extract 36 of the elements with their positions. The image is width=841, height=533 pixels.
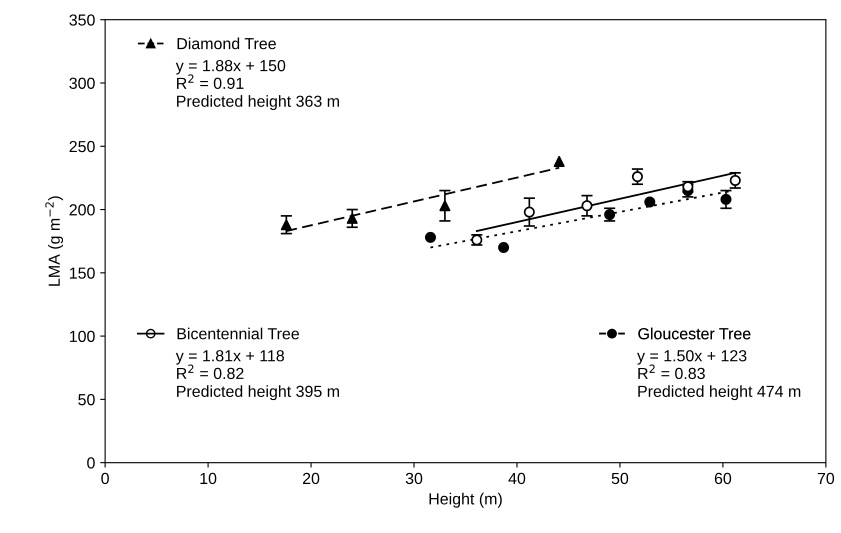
x-axis-title: Height (m) (430, 492, 502, 508)
point (632, 171, 643, 182)
legend-label: Bicentennial Tree (178, 328, 299, 340)
legend-label: Diamond Tree (178, 38, 276, 50)
point (424, 232, 436, 243)
point (554, 156, 565, 167)
legend-label: Gloucester Tree (638, 328, 750, 340)
y-tick-label: 300 (69, 78, 95, 89)
point (644, 196, 656, 208)
point (720, 194, 732, 205)
x-tick-label: 50 (612, 472, 628, 484)
point (346, 212, 358, 224)
y-axis-title: LMA (g m$^{−2}$) (45, 196, 64, 286)
y-tick-label: 150 (70, 267, 95, 279)
x-tick-label: 20 (302, 472, 320, 484)
y-tick-label: 250 (70, 140, 95, 152)
x-tick-label: 60 (714, 472, 732, 484)
x-tick-label: 40 (508, 472, 526, 484)
y-tick-label: 0 (87, 457, 95, 469)
point (280, 219, 292, 230)
x-tick-label: 30 (406, 472, 422, 484)
point (498, 242, 510, 254)
y-tick-label: 350 (69, 14, 95, 26)
y-tick-label: 100 (70, 330, 95, 342)
x-tick-label: 10 (200, 472, 216, 484)
x-tick-label: 70 (818, 472, 834, 484)
x-tick-label: 0 (101, 472, 109, 484)
annotation: y = 1.50x + 123 R$^{2}$ = 0.83 Predicted height 474 m (637, 350, 800, 400)
point (439, 200, 450, 212)
annotation: y = 1.81x + 118 R$^{2}$ = 0.82 Predicted height 395 m (176, 350, 339, 400)
point (581, 200, 592, 212)
point (524, 206, 535, 218)
point (730, 174, 741, 186)
annotation: y = 1.88x + 150 R$^{2}$ = 0.91 Predicted height 363 m (176, 60, 339, 110)
y-tick-label: 200 (70, 204, 95, 216)
y-tick-label: 50 (78, 394, 95, 406)
